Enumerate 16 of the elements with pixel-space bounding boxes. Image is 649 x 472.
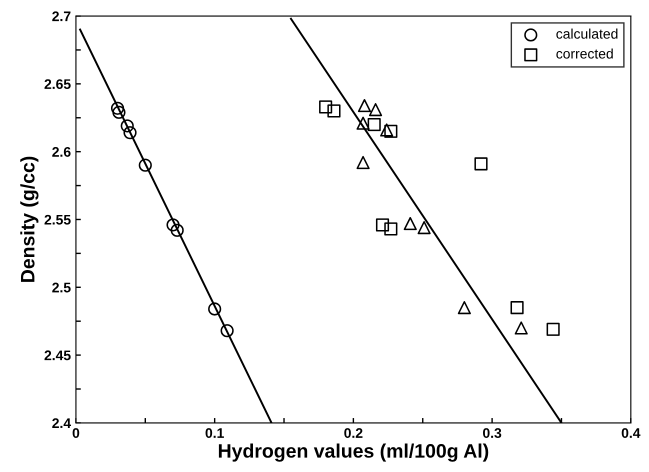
x-tick-label: 0.1 <box>206 428 224 438</box>
x-tick-label: 0.4 <box>622 428 640 438</box>
x-tick-label: 0.2 <box>344 428 362 438</box>
y-tick-label: 2.45 <box>44 350 71 360</box>
legend-label: corrected <box>556 48 613 59</box>
y-tick-label: 2.7 <box>52 11 70 22</box>
y-tick-label: 2.55 <box>44 214 71 225</box>
legend-label: calculated <box>556 28 618 39</box>
y-tick-label: 2.65 <box>44 79 71 90</box>
y-tick-label: 2.4 <box>52 418 71 428</box>
y-tick-label: 2.6 <box>52 147 71 157</box>
y-axis-title: Density (g/cc) <box>20 156 38 282</box>
x-tick-label: 0.3 <box>483 428 502 438</box>
x-axis-title: Hydrogen values (ml/100g Al) <box>218 444 488 462</box>
x-tick-label: 0 <box>72 428 80 438</box>
y-tick-label: 2.5 <box>52 282 71 292</box>
